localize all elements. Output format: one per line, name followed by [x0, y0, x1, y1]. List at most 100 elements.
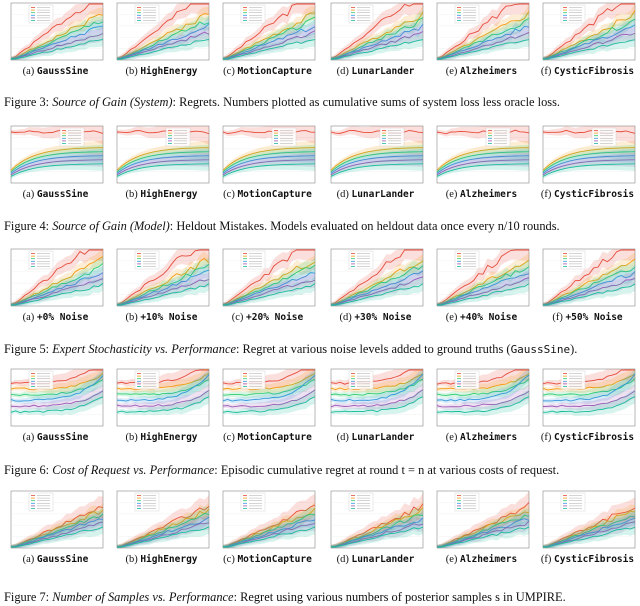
- series-band: [11, 383, 103, 411]
- series-line: [10, 256, 104, 306]
- series-band: [437, 514, 529, 548]
- subfigure-name: LunarLander: [351, 189, 415, 200]
- figure-label: Figure 5:: [4, 342, 50, 356]
- series-line: [116, 516, 210, 548]
- series-band: [117, 152, 209, 177]
- series-band: [437, 276, 529, 306]
- series-band: [11, 519, 103, 548]
- series-band: [437, 508, 529, 548]
- figure-caption-fig3: Figure 3: Source of Gain (System): Regre…: [4, 95, 636, 109]
- series-band: [223, 493, 315, 548]
- plot-frame: [222, 368, 316, 427]
- subfigure-letter: (e): [445, 189, 458, 200]
- figure-title: Source of Gain (Model): [52, 219, 170, 233]
- subfigure-letter: (c): [231, 312, 244, 323]
- series-band: [331, 500, 423, 548]
- series-line: [10, 151, 104, 173]
- series-line: [436, 155, 530, 174]
- series-band: [543, 152, 635, 177]
- series-line: [116, 269, 210, 306]
- series-line: [542, 155, 636, 174]
- subfigure-plot: [222, 248, 316, 307]
- series-band: [11, 18, 103, 60]
- subfigure-name: MotionCapture: [237, 432, 312, 443]
- figure-label: Figure 4:: [4, 219, 50, 233]
- series-band: [331, 263, 423, 306]
- series-band: [11, 276, 103, 306]
- series-band: [11, 271, 103, 306]
- subfigure-letter: (b): [125, 189, 138, 200]
- subfigure-letter: (d): [336, 66, 349, 77]
- series-band: [117, 519, 209, 548]
- subfigure-caption: (d) LunarLander: [325, 432, 426, 443]
- series-line: [330, 276, 424, 306]
- subfigure-caption: (a) GaussSine: [5, 189, 106, 200]
- subfigure-caption: (b) HighEnergy: [111, 554, 212, 565]
- series-line: [10, 14, 104, 60]
- series-line: [436, 373, 530, 390]
- figure-dataset-name: GaussSine: [510, 343, 571, 356]
- subfigure-letter: (a): [22, 554, 35, 565]
- subfigure-caption: (f) CysticFibrosis: [537, 66, 638, 77]
- series-line: [222, 526, 316, 548]
- series-line: [436, 3, 529, 60]
- series-line: [330, 369, 423, 385]
- series-line: [10, 375, 104, 402]
- series-line: [116, 522, 210, 548]
- subfigure-plot: [10, 2, 104, 61]
- series-band: [437, 148, 529, 176]
- subfigure-letter: (b): [125, 66, 138, 77]
- subfigure-name: +40% Noise: [460, 312, 518, 323]
- subfigure-plot: [542, 248, 636, 307]
- subfigure-name: Alzheimers: [460, 432, 518, 443]
- series-band: [117, 272, 209, 306]
- series-band: [331, 276, 423, 306]
- series-line: [542, 151, 636, 173]
- series-line: [10, 25, 104, 60]
- subfigure-name: HighEnergy: [140, 432, 198, 443]
- series-line: [116, 505, 210, 548]
- series-line: [436, 396, 530, 413]
- series-line: [542, 258, 636, 306]
- series-band: [331, 517, 423, 548]
- series-band: [331, 258, 423, 306]
- series-line: [542, 271, 636, 306]
- subfigure-caption: (f) CysticFibrosis: [537, 189, 638, 200]
- subfigure-caption: (f) CysticFibrosis: [537, 432, 638, 443]
- series-line: [10, 390, 104, 408]
- series-line: [330, 39, 424, 60]
- plot-frame: [330, 248, 424, 307]
- series-band: [117, 263, 209, 306]
- subfigure-letter: (d): [336, 554, 349, 565]
- series-band: [331, 254, 423, 306]
- series-band: [437, 32, 529, 60]
- subfigure-letter: (d): [336, 189, 349, 200]
- subfigure-name: MotionCapture: [237, 66, 312, 77]
- series-band: [11, 26, 103, 60]
- series-band: [331, 389, 423, 417]
- legend-box: [59, 127, 85, 147]
- series-band: [543, 26, 635, 60]
- series-line: [10, 38, 104, 60]
- subfigure-caption: (c) MotionCapture: [217, 432, 318, 443]
- plot-frame: [330, 368, 424, 427]
- series-band: [117, 495, 209, 548]
- subfigure-plot: [330, 248, 424, 307]
- series-line: [330, 11, 424, 60]
- series-band: [223, 3, 315, 60]
- series-band: [117, 502, 209, 548]
- subfigure-letter: (e): [445, 312, 458, 323]
- subfigure-name: +0% Noise: [36, 312, 89, 323]
- series-band: [11, 389, 103, 417]
- series-line: [222, 30, 316, 60]
- series-line: [116, 147, 210, 171]
- series-band: [331, 17, 423, 60]
- series-band: [223, 23, 315, 60]
- series-line: [222, 279, 316, 306]
- legend-box: [28, 492, 54, 512]
- series-band: [437, 4, 529, 61]
- series-line: [330, 3, 423, 60]
- series-line: [330, 163, 424, 177]
- series-band: [11, 515, 103, 548]
- series-line: [222, 163, 316, 177]
